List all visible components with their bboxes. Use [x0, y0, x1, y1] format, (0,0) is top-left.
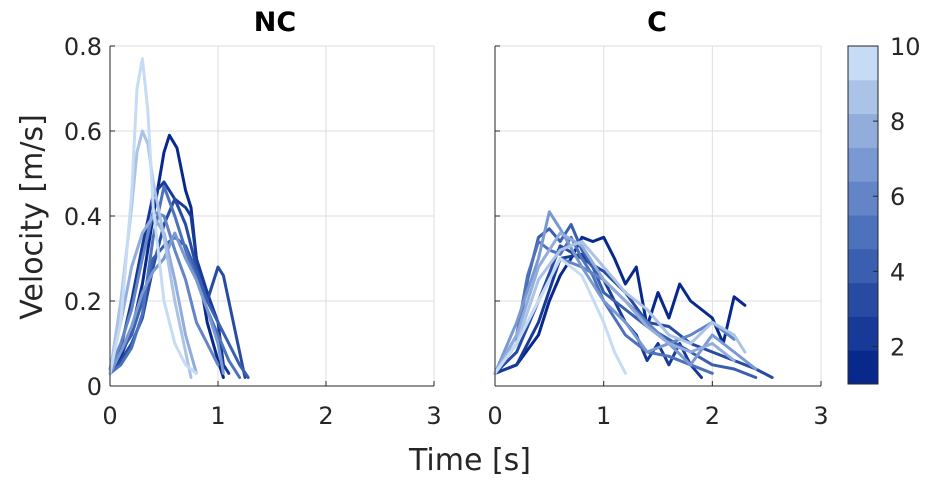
colorbar-tick-label: 4	[890, 258, 905, 286]
y-tick-label: 0.4	[64, 203, 102, 231]
colorbar-swatch	[848, 113, 878, 148]
panel-title-nc: NC	[254, 7, 296, 38]
x-tick-label: 2	[705, 402, 720, 430]
series-line-7	[493, 210, 758, 375]
colorbar-swatch	[848, 181, 878, 216]
y-tick-label: 0	[87, 373, 102, 401]
colorbar-swatch	[848, 215, 878, 250]
colorbar-tick-label: 8	[890, 108, 905, 136]
panel-c: 0 1 2 3	[487, 45, 829, 430]
colorbar-border	[847, 45, 879, 385]
colorbar-swatch	[848, 248, 878, 284]
colorbar-swatch	[848, 147, 878, 182]
series-line-8	[493, 231, 736, 375]
x-tick-label: 3	[426, 402, 441, 430]
series-line-6	[108, 210, 220, 371]
y-tick-label: 0.2	[64, 288, 102, 316]
x-axis-label: Time [s]	[408, 443, 531, 478]
y-tick-label: 0.6	[64, 118, 102, 146]
x-tick-label: 3	[813, 402, 828, 430]
colorbar-swatch	[848, 282, 878, 317]
y-tick-label: 0.8	[64, 33, 102, 61]
colorbar-tick-label: 10	[890, 33, 921, 61]
x-tick-label: 1	[596, 402, 611, 430]
panel-nc: 0 1 2 3 0 0.2 0.4 0.6 0.8	[64, 33, 442, 430]
x-tick-label: 2	[318, 402, 333, 430]
series-line-10	[108, 57, 198, 375]
series-line-1	[493, 235, 747, 375]
panel-title-c: C	[647, 7, 667, 38]
series-line-9	[493, 240, 747, 375]
colorbar-tick-label: 6	[890, 183, 905, 211]
colorbar-swatch	[848, 79, 878, 115]
series-line-5	[493, 235, 714, 375]
colorbar-swatch	[848, 46, 878, 81]
x-tick-label: 1	[210, 402, 225, 430]
series-line-7	[108, 231, 225, 375]
colorbar-swatch	[848, 316, 878, 351]
colorbar: 2 4 6 8 10	[847, 33, 921, 385]
series-line-10	[493, 257, 627, 375]
colorbar-swatch	[848, 350, 878, 385]
x-tick-label: 0	[102, 402, 117, 430]
series-line-5	[108, 184, 242, 379]
x-tick-label: 0	[487, 402, 502, 430]
series-line-4	[108, 235, 250, 379]
y-axis-label: Velocity [m/s]	[15, 114, 50, 320]
colorbar-tick-label: 2	[890, 333, 905, 361]
